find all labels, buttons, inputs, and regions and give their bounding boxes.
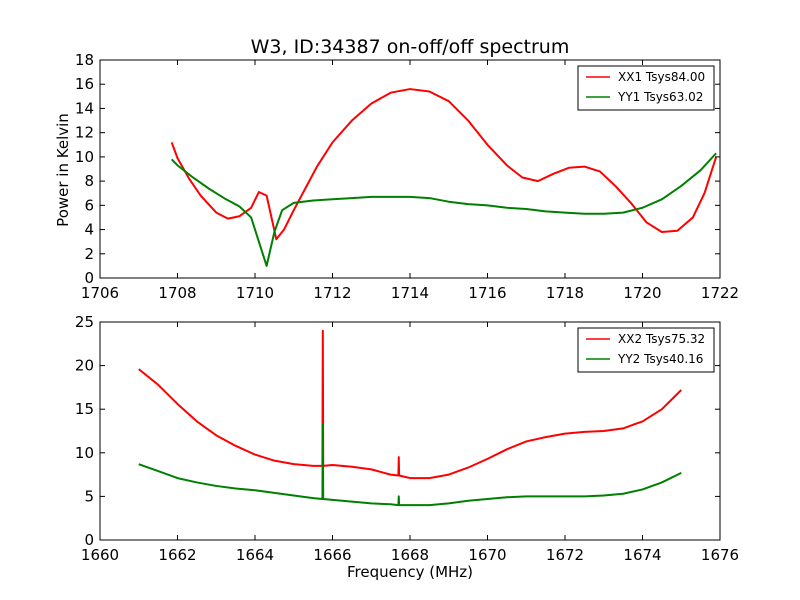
x-tick-label: 1712: [313, 284, 351, 302]
bottom-panel: 1660 1662 1664 1666 1668 1670 1672 1674 1676 0 5 10…: [75, 313, 739, 564]
y-tick-label: 8: [84, 172, 94, 190]
legend-label: XX2 Tsys75.32: [618, 332, 705, 346]
x-tick-label: 1708: [158, 284, 196, 302]
y-tick-label: 12: [75, 124, 94, 142]
series-line-xx2-tsys75-32: [138, 329, 682, 480]
series-line-yy2-tsys40-16: [138, 423, 682, 507]
x-tick-label: 1674: [623, 546, 661, 564]
x-tick-label: 1660: [81, 546, 119, 564]
legend: XX2 Tsys75.32 YY2 Tsys40.16: [577, 327, 715, 373]
x-tick-label: 1668: [391, 546, 429, 564]
y-tick-label: 0: [84, 531, 94, 549]
legend-label: XX1 Tsys84.00: [618, 70, 705, 84]
x-tick-label: 1676: [701, 546, 739, 564]
x-tick-label: 1714: [391, 284, 429, 302]
y-tick-label: 2: [84, 245, 94, 263]
figure-title: W3, ID:34387 on-off/off spectrum: [251, 36, 570, 58]
y-tick-label: 18: [75, 51, 94, 69]
top-panel: 1706 1708 1710 1712 1714 1716 1718 1720 1722 0 2 4 6…: [75, 51, 739, 302]
y-tick-label: 6: [84, 196, 94, 214]
y-tick-label: 0: [84, 269, 94, 287]
x-tick-label: 1662: [158, 546, 196, 564]
x-tick-label: 1720: [623, 284, 661, 302]
series-line-yy1-tsys63-02: [170, 152, 717, 267]
x-tick-label: 1672: [546, 546, 584, 564]
series-line-xx1-tsys84-00: [170, 88, 718, 241]
x-tick-label: 1716: [468, 284, 506, 302]
y-tick-label: 14: [75, 99, 94, 117]
y-tick-label: 15: [75, 400, 94, 418]
x-tick-label: 1666: [313, 546, 351, 564]
legend-label: YY1 Tsys63.02: [617, 90, 703, 104]
x-tick-label: 1710: [236, 284, 274, 302]
y-tick-label: 25: [75, 313, 94, 331]
y-tick-label: 16: [75, 75, 94, 93]
y-tick-label: 4: [84, 221, 94, 239]
x-tick-label: 1722: [701, 284, 739, 302]
x-axis-label: Frequency (MHz): [347, 563, 473, 581]
x-tick-label: 1706: [81, 284, 119, 302]
legend-label: YY2 Tsys40.16: [617, 352, 703, 366]
y-tick-label: 20: [75, 357, 94, 375]
y-tick-label: 10: [75, 148, 94, 166]
legend-box: [577, 65, 715, 111]
x-tick-label: 1670: [468, 546, 506, 564]
legend: XX1 Tsys84.00 YY1 Tsys63.02: [577, 65, 715, 111]
x-tick-label: 1664: [236, 546, 274, 564]
y-axis-label: Power in Kelvin: [54, 113, 72, 227]
y-tick-label: 10: [75, 444, 94, 462]
y-tick-label: 5: [84, 487, 94, 505]
legend-box: [577, 327, 715, 373]
x-tick-label: 1718: [546, 284, 584, 302]
